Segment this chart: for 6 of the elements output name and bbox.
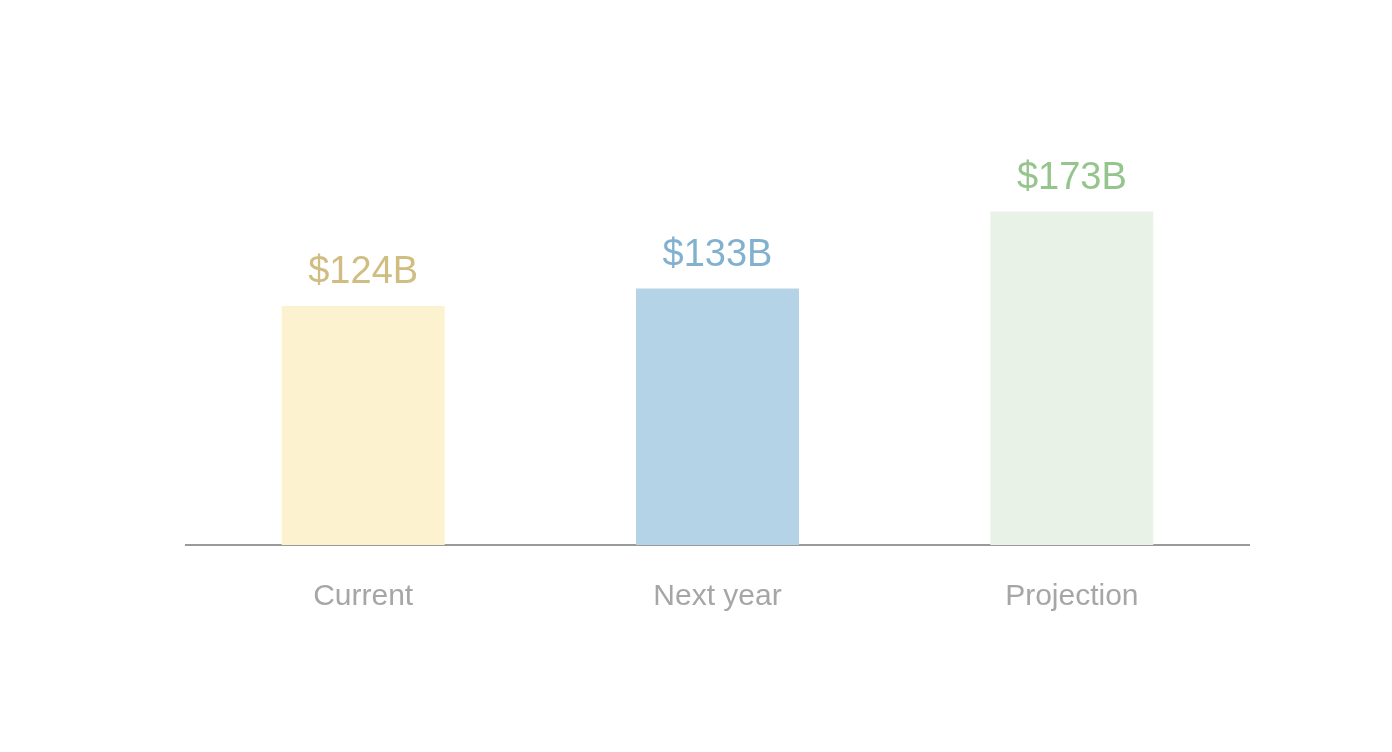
data-label: $173B — [1016, 154, 1127, 197]
x-tick-label: Next year — [653, 578, 782, 612]
data-label: $133B — [662, 232, 773, 275]
data-label: $124B — [308, 249, 419, 292]
x-tick-label: Projection — [1005, 578, 1139, 612]
x-tick-label: Current — [313, 578, 414, 612]
